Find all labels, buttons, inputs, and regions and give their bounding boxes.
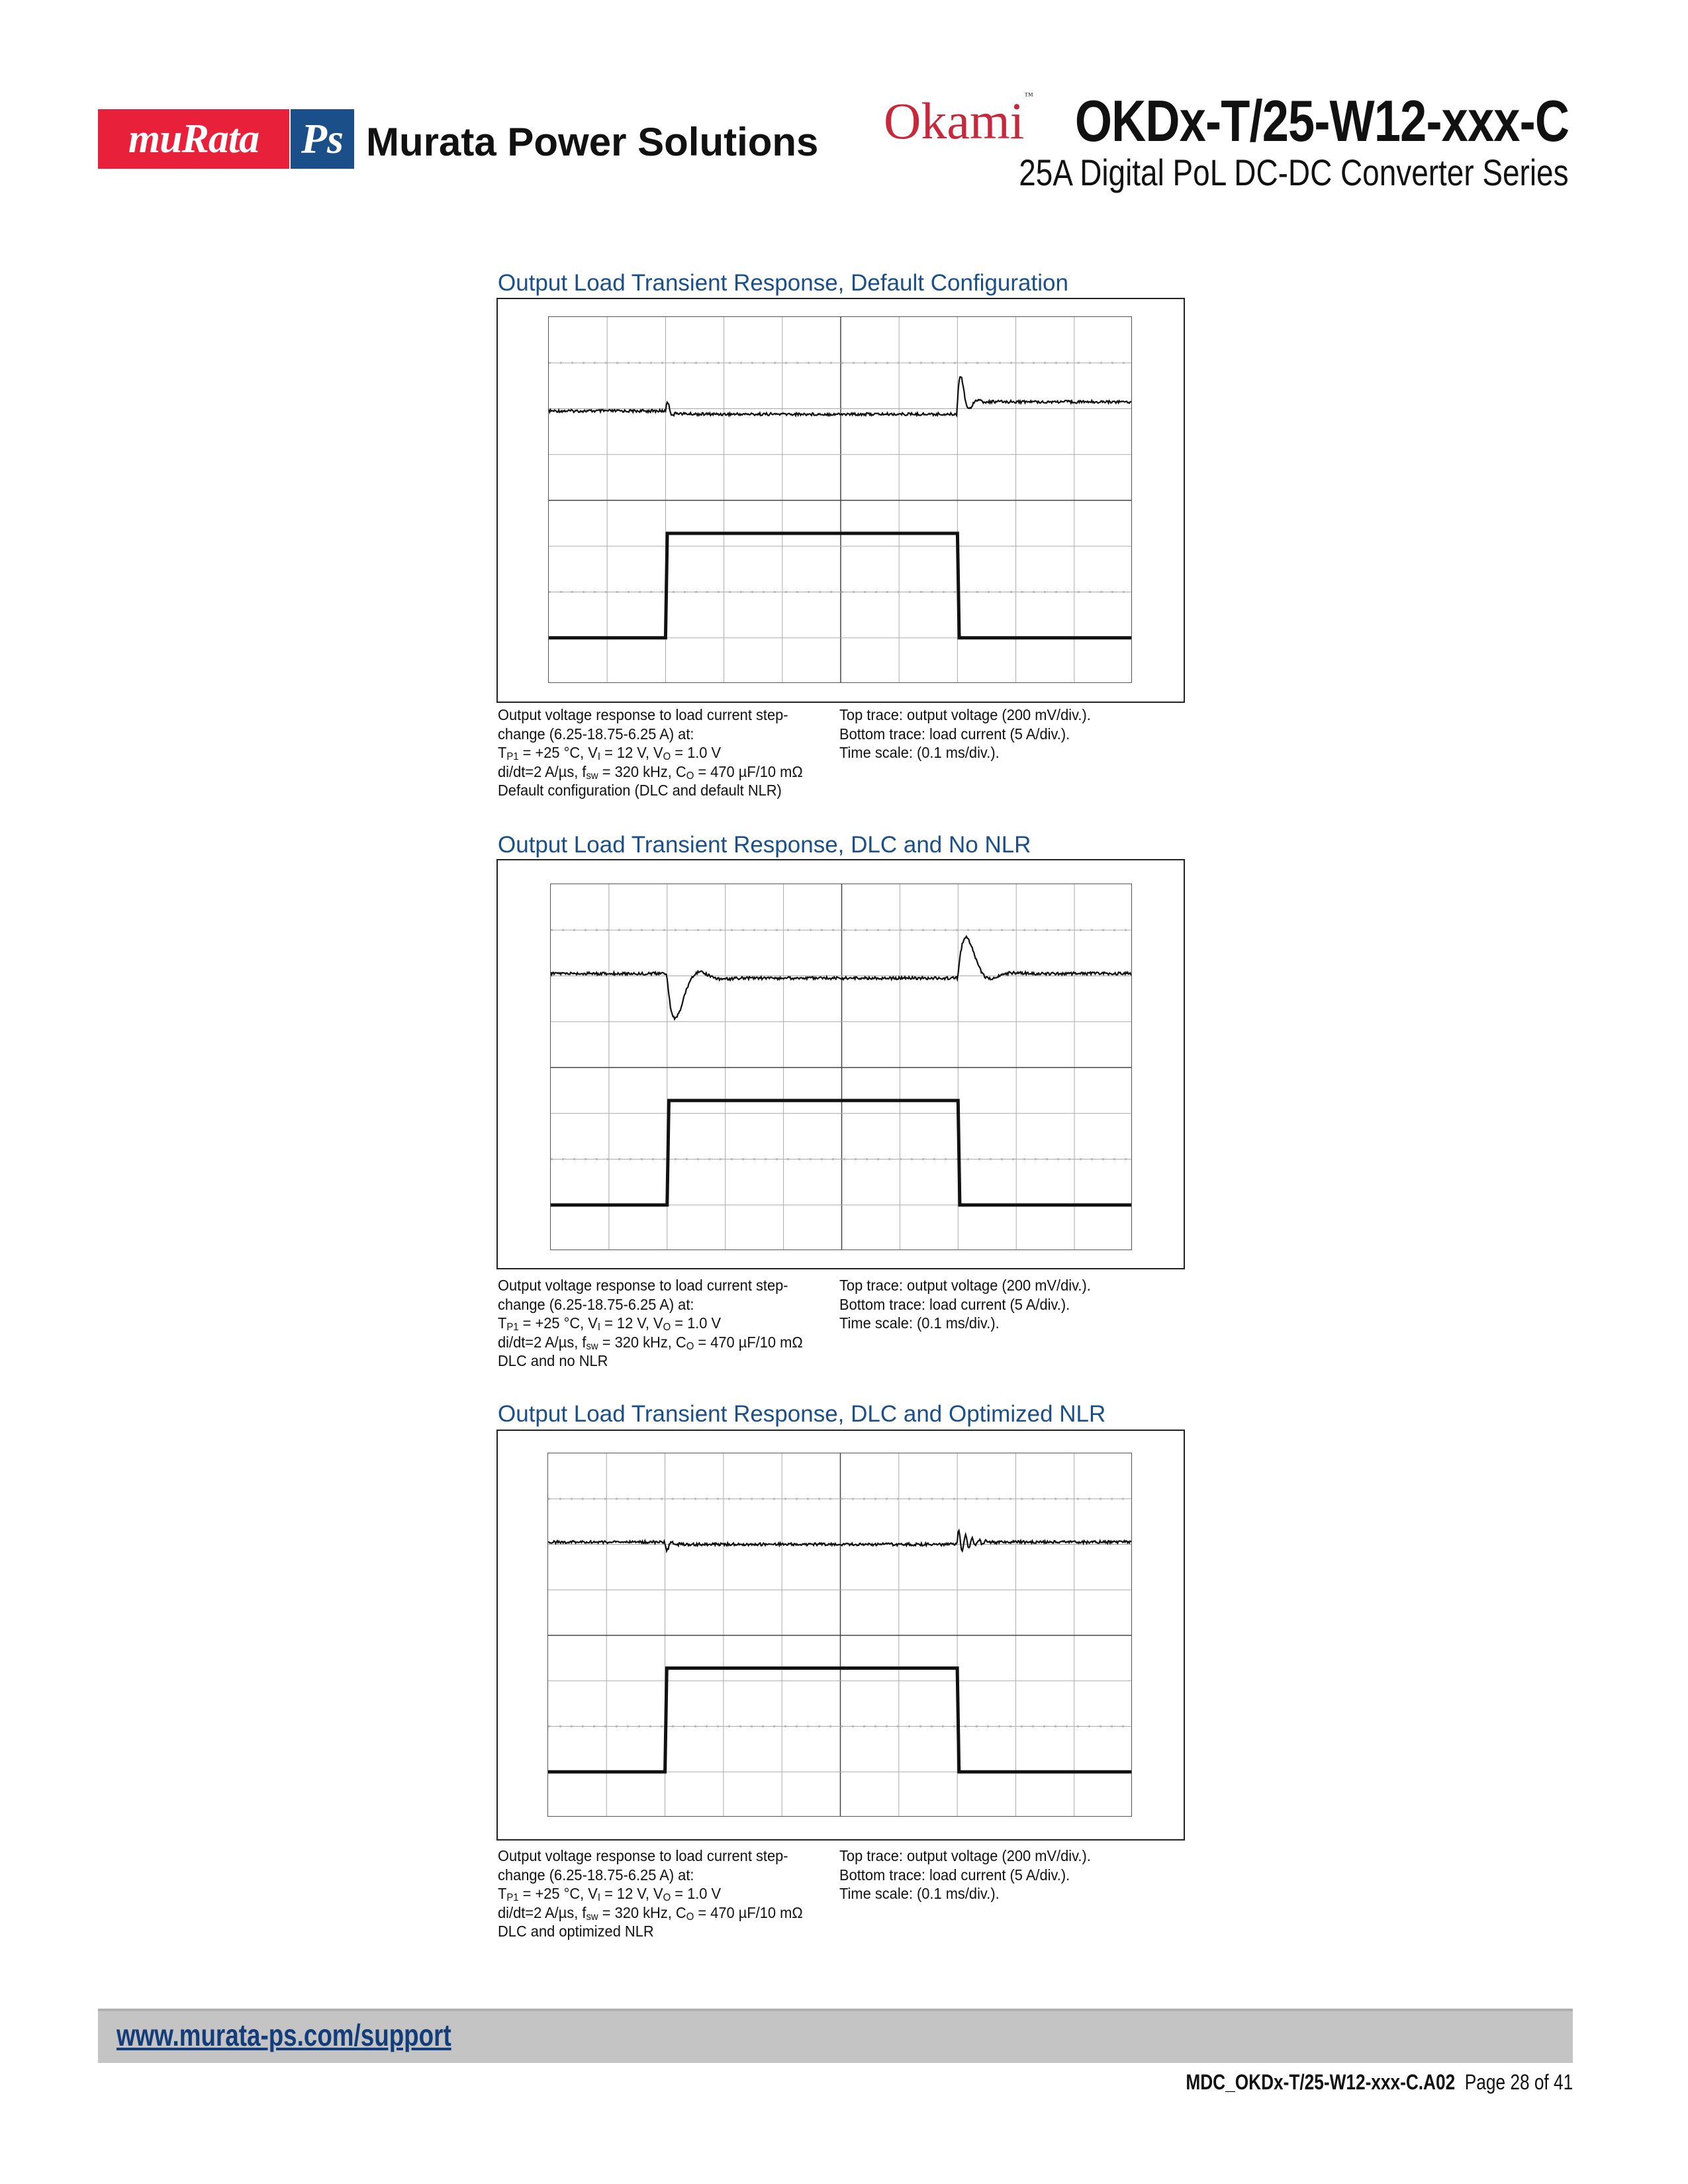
caption-text: = 320 kHz, C (598, 762, 686, 780)
figure-title: Output Load Transient Response, Default … (498, 270, 1068, 296)
ps-logo: Ps (291, 109, 354, 169)
caption-text: Output voltage response to load current … (498, 1277, 788, 1294)
caption-text: Top trace: output voltage (200 mV/div.). (839, 1277, 1091, 1294)
scope-frame (496, 859, 1185, 1269)
caption-text: DLC and optimized NLR (498, 1923, 654, 1940)
caption-text: P1 (506, 1322, 519, 1333)
current-trace (549, 531, 1131, 640)
caption-text: = +25 °C, V (518, 1314, 598, 1332)
caption-text: = +25 °C, V (518, 1885, 598, 1902)
current-trace (551, 1099, 1131, 1207)
caption-text: Output voltage response to load current … (498, 1847, 788, 1864)
current-trace (548, 1666, 1131, 1774)
caption-text: = 320 kHz, C (598, 1333, 686, 1351)
caption-text: = 12 V, V (600, 1314, 663, 1332)
caption-text: change (6.25-18.75-6.25 A) at: (498, 1866, 694, 1884)
oscilloscope-plot (550, 884, 1132, 1250)
brand-name: Murata Power Solutions (366, 120, 819, 164)
caption-text: change (6.25-18.75-6.25 A) at: (498, 725, 694, 743)
figure-caption-conditions: Output voltage response to load current … (498, 705, 803, 800)
caption-text: change (6.25-18.75-6.25 A) at: (498, 1295, 694, 1313)
figure-caption-traces: Top trace: output voltage (200 mV/div.).… (839, 1276, 1091, 1333)
figure-caption-conditions: Output voltage response to load current … (498, 1276, 803, 1371)
caption-text: = +25 °C, V (518, 744, 598, 761)
figure-title: Output Load Transient Response, DLC and … (498, 832, 1031, 858)
product-title: OKDx-T/25-W12-xxx-C (1074, 88, 1570, 154)
oscilloscope-plot (547, 1453, 1132, 1817)
caption-text: I (597, 1892, 601, 1903)
caption-text: sw (586, 770, 598, 782)
product-subtitle: 25A Digital PoL DC-DC Converter Series (1019, 152, 1569, 193)
caption-text: Time scale: (0.1 ms/div.). (839, 1314, 1000, 1332)
caption-text: Time scale: (0.1 ms/div.). (839, 1885, 1000, 1902)
caption-text: Top trace: output voltage (200 mV/div.). (839, 706, 1091, 723)
caption-text: Top trace: output voltage (200 mV/div.). (839, 1847, 1091, 1864)
page-info: MDC_OKDx-T/25-W12-xxx-C.A02 Page 28 of 4… (1186, 2070, 1573, 2095)
caption-text: sw (586, 1340, 598, 1352)
caption-text: Time scale: (0.1 ms/div.). (839, 744, 1000, 761)
caption-text: O (686, 1911, 694, 1923)
figure-caption-traces: Top trace: output voltage (200 mV/div.).… (839, 705, 1091, 762)
caption-text: Default configuration (DLC and default N… (498, 782, 782, 799)
caption-text: sw (586, 1911, 598, 1923)
murata-logo-text: muRata (128, 116, 259, 161)
caption-text: P1 (506, 751, 519, 762)
caption-text: di/dt=2 A/µs, f (498, 762, 586, 780)
caption-text: = 12 V, V (600, 1885, 663, 1902)
voltage-trace (548, 1528, 1131, 1554)
voltage-trace (549, 376, 1131, 418)
caption-text: = 470 µF/10 mΩ (694, 762, 803, 780)
caption-text: = 320 kHz, C (598, 1903, 686, 1921)
caption-text: = 1.0 V (671, 1314, 722, 1332)
caption-text: Output voltage response to load current … (498, 706, 788, 723)
ps-logo-text: Ps (301, 115, 344, 162)
murata-logo: muRata (98, 109, 289, 169)
caption-text: di/dt=2 A/µs, f (498, 1333, 586, 1351)
caption-text: O (686, 1340, 694, 1352)
caption-text: = 12 V, V (600, 744, 663, 761)
oscilloscope-plot (548, 316, 1132, 683)
caption-text: O (663, 1322, 671, 1333)
caption-text: Bottom trace: load current (5 A/div.). (839, 1295, 1070, 1313)
caption-text: di/dt=2 A/µs, f (498, 1903, 586, 1921)
figure-caption-conditions: Output voltage response to load current … (498, 1846, 803, 1941)
support-link[interactable]: www.murata-ps.com/support (117, 2018, 451, 2052)
scope-frame (496, 298, 1185, 703)
okami-logo: Okami™ (884, 91, 1034, 150)
figure-caption-traces: Top trace: output voltage (200 mV/div.).… (839, 1846, 1091, 1903)
caption-text: = 1.0 V (671, 744, 722, 761)
caption-text: O (686, 770, 694, 782)
caption-text: I (597, 1322, 601, 1333)
figure-title: Output Load Transient Response, DLC and … (498, 1401, 1106, 1427)
doc-id: MDC_OKDx-T/25-W12-xxx-C.A02 (1186, 2070, 1456, 2094)
page-number: Page 28 of 41 (1464, 2070, 1573, 2094)
caption-text: O (663, 1892, 671, 1903)
footer-bar (98, 2009, 1573, 2063)
caption-text: T (498, 744, 507, 761)
voltage-trace (551, 934, 1131, 1021)
caption-text: T (498, 1885, 507, 1902)
caption-text: Bottom trace: load current (5 A/div.). (839, 1866, 1070, 1884)
caption-text: T (498, 1314, 507, 1332)
caption-text: DLC and no NLR (498, 1352, 608, 1369)
caption-text: Bottom trace: load current (5 A/div.). (839, 725, 1070, 743)
scope-frame (496, 1430, 1185, 1841)
caption-text: = 470 µF/10 mΩ (694, 1903, 803, 1921)
caption-text: I (597, 751, 601, 762)
caption-text: = 470 µF/10 mΩ (694, 1333, 803, 1351)
caption-text: = 1.0 V (671, 1885, 722, 1902)
caption-text: P1 (506, 1892, 519, 1903)
caption-text: O (663, 751, 671, 762)
